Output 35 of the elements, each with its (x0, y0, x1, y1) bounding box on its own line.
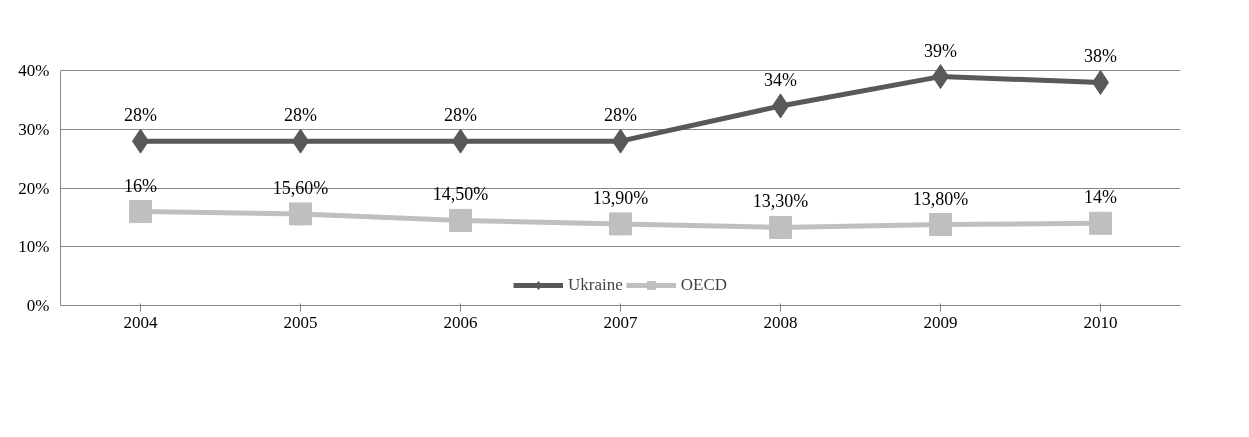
data-label: 34% (764, 69, 797, 90)
y-tick-label: 30% (18, 119, 50, 139)
data-label: 13,30% (752, 191, 809, 212)
point (289, 202, 312, 226)
point (449, 208, 472, 232)
y-tick-label: 20% (18, 178, 50, 198)
data-label: 28% (604, 105, 637, 126)
x-tick-label: 2005 (283, 312, 318, 332)
data-label: 13,90% (592, 187, 649, 208)
data-label: 16% (124, 175, 157, 196)
data-label: 13,80% (912, 188, 969, 209)
data-label: 14% (1084, 187, 1117, 208)
data-label: 28% (124, 105, 157, 126)
data-label: 15,60% (272, 177, 329, 198)
point (609, 212, 632, 236)
point (929, 213, 952, 236)
point (129, 200, 152, 224)
legend-label: OECD (680, 275, 728, 295)
x-tick-label: 2009 (923, 312, 958, 332)
y-tick-label: 10% (18, 237, 50, 257)
y-tick-label: 40% (18, 61, 50, 81)
data-label: 38% (1084, 46, 1117, 67)
x-tick-label: 2007 (603, 312, 638, 332)
data-label: 39% (924, 40, 957, 61)
point (1089, 211, 1112, 235)
y-tick-label: 0% (26, 296, 50, 315)
point (769, 215, 792, 239)
data-label: 28% (444, 105, 477, 126)
x-tick-label: 2010 (1083, 312, 1118, 332)
x-tick-label: 2008 (763, 312, 798, 332)
data-label: 14,50% (432, 184, 489, 205)
data-label: 28% (284, 105, 317, 126)
x-tick-label: 2004 (123, 312, 158, 332)
x-tick-label: 2006 (443, 312, 478, 332)
legend-label: Ukraine (567, 275, 623, 295)
